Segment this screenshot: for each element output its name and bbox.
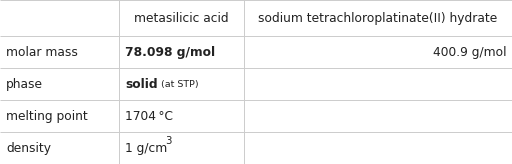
Text: density: density xyxy=(6,142,51,154)
Text: 1 g/cm: 1 g/cm xyxy=(125,142,167,154)
Text: sodium tetrachloroplatinate(II) hydrate: sodium tetrachloroplatinate(II) hydrate xyxy=(259,11,498,25)
Text: 78.098 g/mol: 78.098 g/mol xyxy=(125,46,215,59)
Text: solid: solid xyxy=(125,78,158,91)
Text: melting point: melting point xyxy=(6,110,88,123)
Text: molar mass: molar mass xyxy=(6,46,78,59)
Text: 3: 3 xyxy=(165,136,171,146)
Text: (at STP): (at STP) xyxy=(158,80,199,89)
Text: phase: phase xyxy=(6,78,43,91)
Text: 1704 °C: 1704 °C xyxy=(125,110,173,123)
Text: metasilicic acid: metasilicic acid xyxy=(134,11,229,25)
Text: 400.9 g/mol: 400.9 g/mol xyxy=(433,46,507,59)
